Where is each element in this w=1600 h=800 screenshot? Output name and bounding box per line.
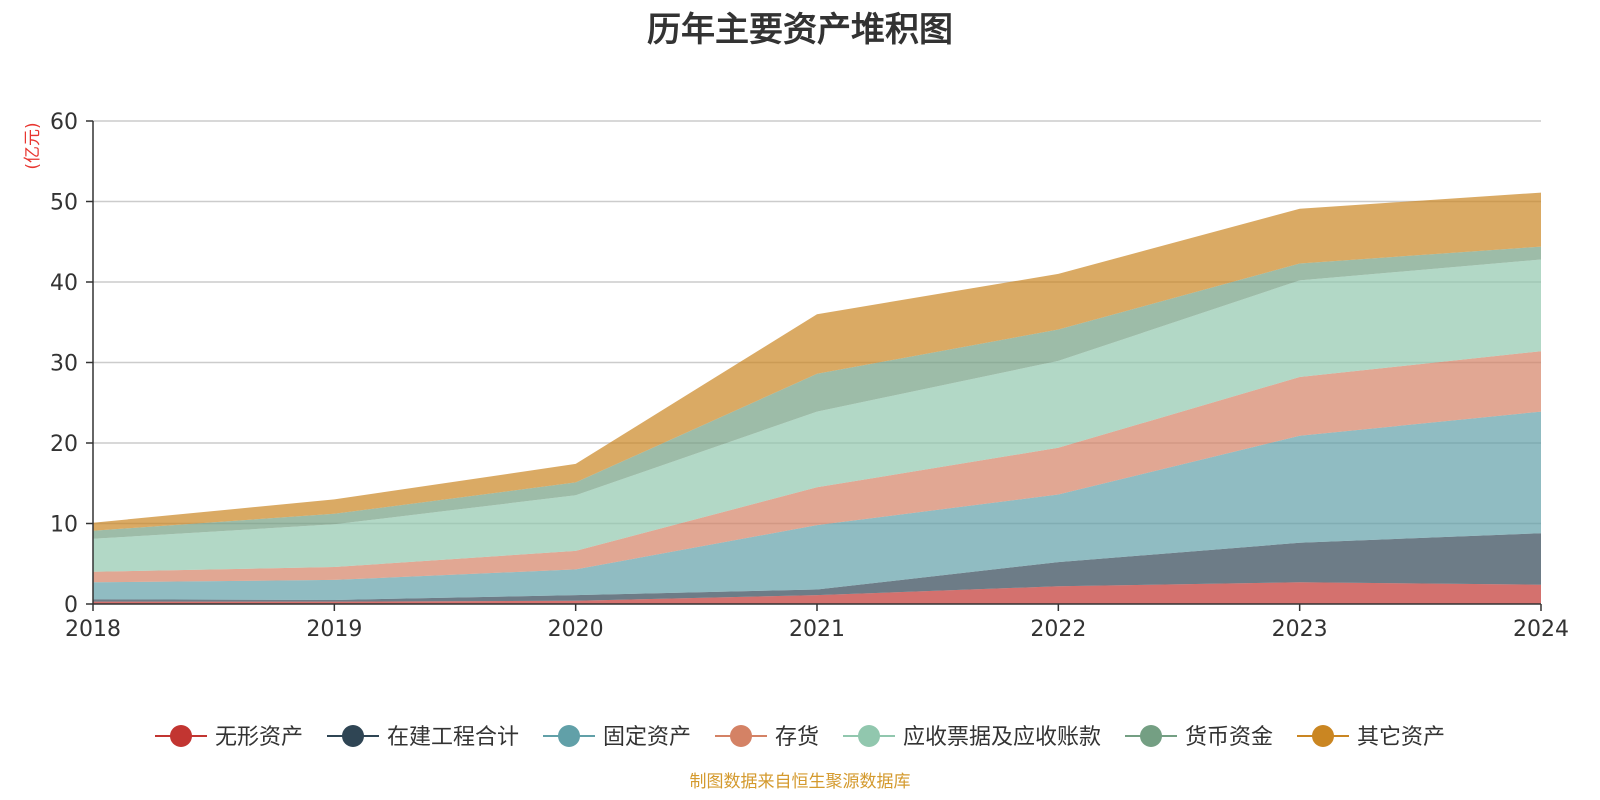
legend-marker (558, 725, 580, 747)
legend-label: 无形资产 (215, 725, 303, 750)
legend-marker (1140, 725, 1162, 747)
series-area-3 (93, 351, 1541, 583)
x-tick-label: 2019 (306, 617, 362, 642)
y-tick-label: 10 (50, 513, 78, 538)
series-areas (93, 192, 1541, 604)
y-tick-label: 0 (64, 593, 78, 618)
legend[interactable]: 无形资产 在建工程合计 固定资产 存货 应收票据及应收账款 货币资金 其它资产 (155, 725, 1445, 750)
x-tick-label: 2024 (1513, 617, 1569, 642)
legend-label: 其它资产 (1357, 725, 1445, 750)
legend-item[interactable]: 存货 (715, 725, 819, 750)
chart-source-note: 制图数据来自恒生聚源数据库 (689, 772, 911, 792)
y-axis-label: (亿元) (23, 122, 43, 169)
legend-label: 在建工程合计 (387, 725, 519, 750)
legend-label: 货币资金 (1185, 725, 1273, 750)
y-tick-label: 20 (50, 432, 78, 457)
series-area-6 (93, 192, 1541, 531)
legend-item[interactable]: 货币资金 (1125, 725, 1273, 750)
legend-marker (730, 725, 752, 747)
legend-item[interactable]: 其它资产 (1297, 725, 1445, 750)
y-tick-label: 30 (50, 352, 78, 377)
x-tick-label: 2021 (789, 617, 845, 642)
x-tick-label: 2023 (1272, 617, 1328, 642)
legend-marker (1312, 725, 1334, 747)
legend-item[interactable]: 无形资产 (155, 725, 303, 750)
y-tick-label: 50 (50, 191, 78, 216)
legend-marker (858, 725, 880, 747)
series-area-1 (93, 533, 1541, 602)
legend-marker (342, 725, 364, 747)
legend-label: 存货 (775, 725, 819, 750)
legend-label: 固定资产 (603, 725, 691, 750)
legend-item[interactable]: 在建工程合计 (327, 725, 519, 750)
series-area-0 (93, 582, 1541, 604)
series-area-5 (93, 246, 1541, 539)
axes: 0 10 20 30 40 50 60 2018 2019 2020 2021 2022 2023 202… (23, 110, 1569, 642)
x-tick-label: 2022 (1030, 617, 1086, 642)
legend-label: 应收票据及应收账款 (903, 725, 1101, 750)
series-area-4 (93, 259, 1541, 572)
y-tick-label: 40 (50, 271, 78, 296)
legend-item[interactable]: 固定资产 (543, 725, 691, 750)
y-tick-label: 60 (50, 110, 78, 135)
legend-marker (170, 725, 192, 747)
series-area-2 (93, 411, 1541, 600)
x-tick-label: 2020 (548, 617, 604, 642)
legend-item[interactable]: 应收票据及应收账款 (843, 725, 1101, 750)
chart-title: 历年主要资产堆积图 (647, 10, 953, 50)
x-tick-label: 2018 (65, 617, 121, 642)
